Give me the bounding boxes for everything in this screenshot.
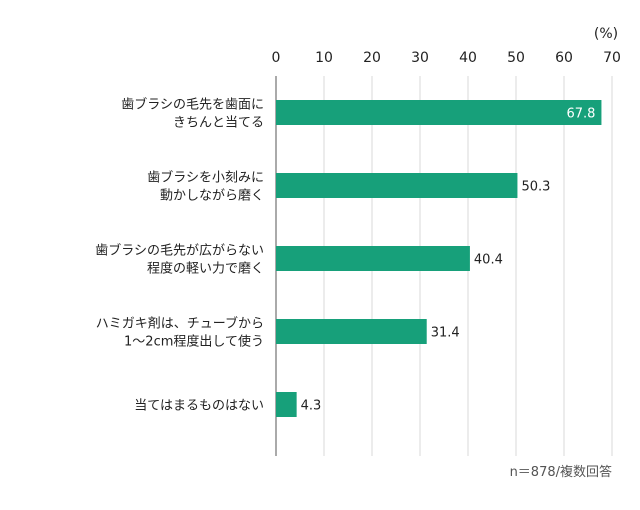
sample-note: n＝878/複数回答 [510,464,612,480]
value-label-2: 40.4 [474,253,503,268]
category-label-2-0: 歯ブラシの毛先が広がらない [95,243,264,259]
category-label-3-0: ハミガキ剤は、チューブから [96,316,264,332]
tick-label-0: 0 [272,50,281,66]
bar-1 [276,173,518,198]
value-label-1: 50.3 [521,180,550,195]
tick-labels: 0 10 20 30 40 50 60 70 [272,50,621,66]
category-label-1-1: 動かしながら磨く [160,189,264,204]
tick-label-60: 60 [555,50,573,66]
tick-label-10: 10 [315,50,333,66]
bar-3 [276,319,427,344]
category-label-2-1: 程度の軽い力で磨く [147,261,264,277]
category-label-3-1: 1～2cm程度出して使う [124,334,264,350]
tick-label-40: 40 [459,50,477,66]
bar-4 [276,392,297,417]
category-label-0-0: 歯ブラシの毛先を歯面に [121,97,264,113]
category-labels: 歯ブラシの毛先を歯面にきちんと当てる歯ブラシを小刻みに動かしながら磨く歯ブラシの… [95,97,264,414]
bar-2 [276,246,470,271]
value-label-3: 31.4 [431,326,460,341]
bar-0 [276,100,602,125]
category-label-1-0: 歯ブラシを小刻みに [147,170,264,186]
category-label-4-0: 当てはまるものはない [134,399,264,414]
value-label-4: 4.3 [301,399,322,414]
tick-label-30: 30 [411,50,429,66]
value-label-0: 67.8 [566,107,595,122]
unit-label: (%) [594,26,618,42]
tick-label-20: 20 [363,50,381,66]
tick-label-70: 70 [603,50,621,66]
category-label-0-1: きちんと当てる [173,116,264,131]
tick-label-50: 50 [507,50,525,66]
bars: 67.8 50.3 40.4 31.4 4.3 [276,100,602,417]
